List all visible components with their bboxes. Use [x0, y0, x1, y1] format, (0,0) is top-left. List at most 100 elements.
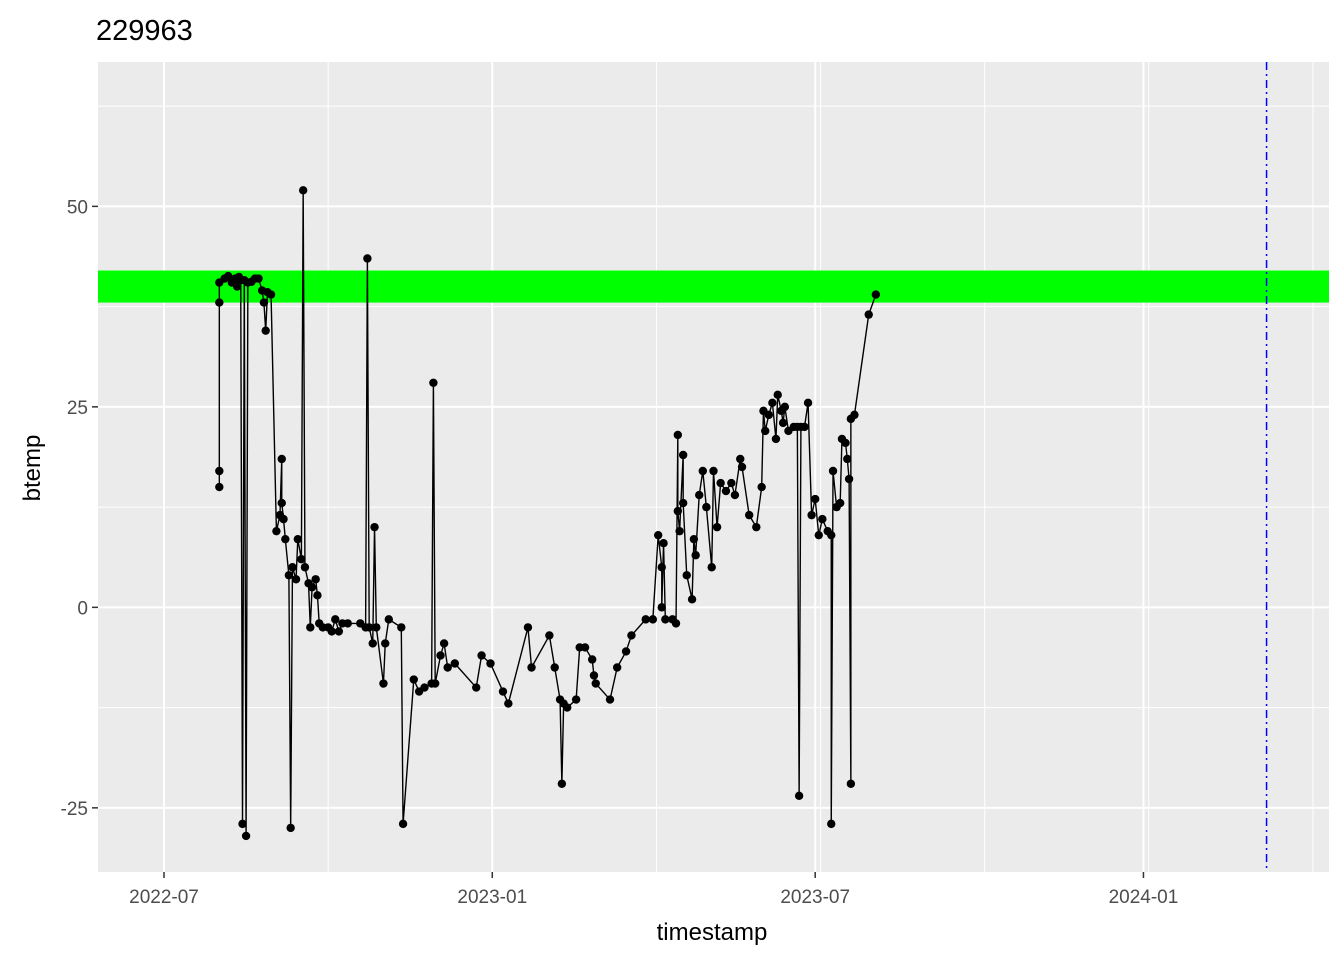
data-point: [673, 430, 683, 440]
data-point: [605, 695, 615, 704]
data-point: [563, 703, 572, 712]
data-point: [761, 426, 770, 436]
data-point: [835, 498, 845, 508]
data-point: [364, 623, 374, 632]
data-point: [313, 591, 322, 600]
data-point: [737, 462, 747, 472]
data-point: [744, 510, 754, 520]
data-point: [736, 454, 745, 464]
data-point: [678, 498, 688, 508]
data-point: [286, 823, 295, 833]
data-point: [261, 326, 270, 335]
data-point: [311, 575, 320, 584]
data-point: [300, 563, 310, 572]
data-point: [429, 378, 438, 387]
data-point: [730, 490, 740, 500]
data-point: [343, 619, 352, 628]
data-point: [691, 551, 700, 560]
y-tick-label: 25: [67, 398, 88, 419]
data-point: [297, 555, 306, 564]
data-point: [486, 659, 495, 668]
data-point: [307, 583, 317, 592]
data-point: [420, 683, 429, 692]
data-point: [773, 390, 782, 400]
data-point: [716, 478, 725, 488]
target-band: [98, 270, 1329, 303]
data-point: [504, 699, 513, 708]
data-point: [827, 530, 836, 540]
data-point: [436, 651, 445, 660]
y-axis-ticks: -25 0 25 50: [61, 197, 98, 820]
data-point: [443, 663, 452, 672]
data-point: [379, 679, 388, 688]
data-point: [381, 639, 390, 648]
data-point: [803, 398, 813, 408]
data-point: [687, 595, 697, 604]
data-point: [527, 663, 536, 672]
data-point: [764, 410, 774, 420]
data-point: [627, 631, 636, 640]
data-point: [707, 563, 716, 572]
y-tick-label: -25: [61, 799, 88, 820]
data-point: [298, 186, 308, 195]
data-point: [828, 466, 838, 476]
data-point: [545, 631, 554, 640]
data-point: [580, 643, 590, 652]
data-point: [291, 575, 301, 584]
data-point: [232, 282, 242, 291]
data-point: [215, 482, 224, 492]
y-axis-title: btemp: [19, 435, 46, 502]
data-point: [284, 571, 294, 580]
data-point: [678, 450, 688, 460]
data-point: [571, 695, 581, 704]
data-point: [370, 522, 379, 532]
data-point: [254, 274, 263, 283]
data-point: [368, 639, 377, 648]
data-point: [477, 651, 486, 660]
data-point: [659, 538, 668, 548]
data-point: [843, 454, 852, 464]
data-point: [224, 271, 233, 281]
data-point: [850, 410, 859, 420]
data-point: [794, 791, 804, 801]
data-point: [293, 534, 303, 544]
data-point: [621, 647, 631, 656]
x-tick-label: 2024-01: [1109, 887, 1179, 908]
data-point: [331, 615, 340, 624]
data-point: [272, 526, 281, 536]
data-point: [215, 298, 224, 307]
data-point: [657, 603, 666, 612]
data-point: [709, 466, 718, 476]
data-point: [363, 254, 372, 263]
data-point: [472, 683, 481, 692]
data-point: [810, 494, 820, 504]
data-point: [653, 530, 663, 540]
data-point: [409, 675, 418, 684]
x-axis-title: timestamp: [657, 919, 768, 946]
data-point: [306, 623, 315, 632]
x-axis-ticks: 2022-07 2023-01 2023-07 2024-01: [129, 872, 1178, 908]
data-point: [281, 534, 290, 544]
data-point: [238, 819, 247, 829]
data-point: [721, 486, 731, 496]
data-point: [398, 819, 408, 829]
data-point: [771, 434, 781, 444]
data-point: [277, 498, 286, 508]
data-point: [648, 615, 658, 624]
data-point: [671, 619, 681, 628]
data-point: [698, 466, 707, 476]
x-tick-label: 2022-07: [129, 887, 199, 908]
data-point: [695, 490, 704, 500]
data-point: [259, 298, 269, 307]
data-point: [814, 530, 823, 540]
data-point: [641, 615, 650, 624]
data-point: [550, 663, 559, 672]
data-point: [727, 478, 736, 488]
data-point: [241, 831, 251, 841]
data-point: [807, 510, 816, 520]
data-point: [768, 398, 777, 408]
data-point: [334, 627, 344, 636]
data-point: [864, 310, 873, 319]
data-point: [689, 534, 699, 544]
